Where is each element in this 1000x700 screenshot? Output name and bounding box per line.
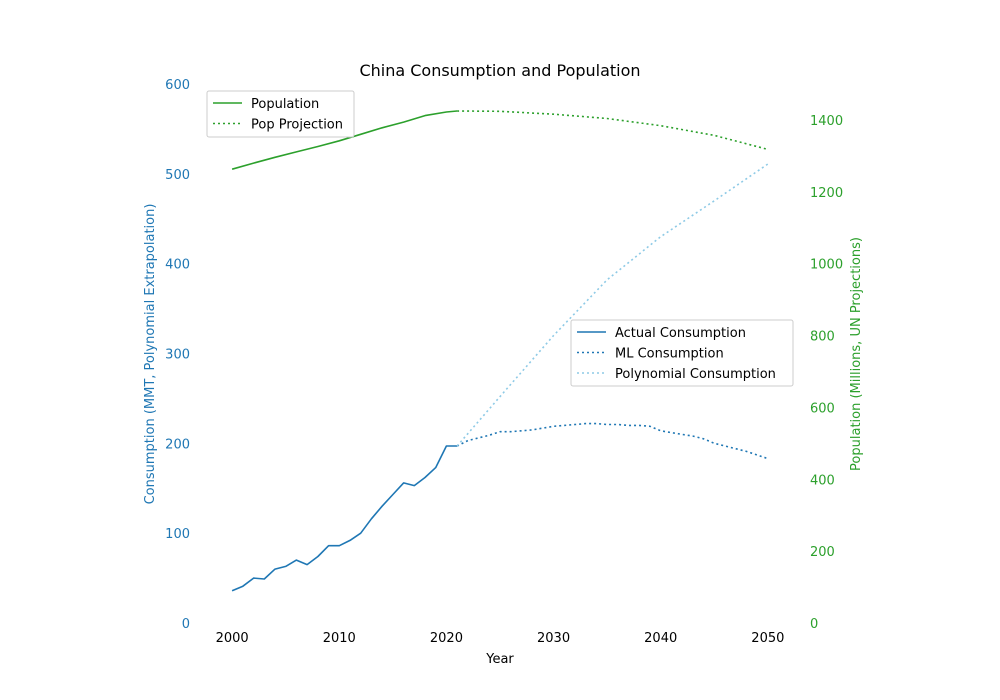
y-right-tick-label: 1000 bbox=[810, 258, 843, 273]
ticks-layer: 2000 2010 2020 2030 2040 20500100200300400500… bbox=[165, 78, 843, 646]
y-left-tick-label: 300 bbox=[165, 348, 190, 363]
y-left-tick-label: 500 bbox=[165, 168, 190, 183]
lines-layer bbox=[231, 110, 769, 592]
x-tick-label: 2000 bbox=[216, 631, 249, 646]
y-right-tick-label: 0 bbox=[810, 617, 818, 632]
y-left-tick-label: 0 bbox=[182, 617, 190, 632]
x-tick-label: 2050 bbox=[751, 631, 784, 646]
series-line-population bbox=[231, 110, 458, 170]
legend-label: Population bbox=[251, 97, 319, 112]
series-line-polynomial-consumption bbox=[456, 163, 769, 447]
legend-label: Pop Projection bbox=[251, 118, 343, 133]
legend-frame bbox=[570, 319, 794, 387]
y-right-tick-label: 800 bbox=[810, 330, 835, 345]
legend-consumption: Actual Consumption ML Consumption Polynomi… bbox=[570, 319, 794, 387]
legend-label: Actual Consumption bbox=[615, 326, 746, 341]
y-right-tick-label: 1400 bbox=[810, 114, 843, 129]
legend-label: ML Consumption bbox=[615, 347, 724, 362]
y-axis-label-left: Consumption (MMT, Polynomial Extrapolati… bbox=[143, 204, 158, 505]
x-axis-label: Year bbox=[485, 652, 514, 667]
y-left-tick-label: 100 bbox=[165, 527, 190, 542]
y-right-tick-label: 200 bbox=[810, 545, 835, 560]
y-right-tick-label: 600 bbox=[810, 401, 835, 416]
series-line-pop-projection bbox=[457, 110, 769, 151]
chart-title: China Consumption and Population bbox=[359, 61, 640, 80]
x-tick-label: 2010 bbox=[323, 631, 356, 646]
x-tick-label: 2040 bbox=[644, 631, 677, 646]
y-right-tick-label: 1200 bbox=[810, 186, 843, 201]
y-left-tick-label: 600 bbox=[165, 78, 190, 93]
legend-population: Population Pop Projection bbox=[206, 90, 355, 138]
y-right-tick-label: 400 bbox=[810, 473, 835, 488]
y-left-tick-label: 200 bbox=[165, 437, 190, 452]
x-tick-label: 2030 bbox=[537, 631, 570, 646]
x-tick-label: 2020 bbox=[430, 631, 463, 646]
series-line-ml-consumption bbox=[456, 422, 769, 460]
legend-frame bbox=[206, 90, 355, 138]
series-line-actual-consumption bbox=[231, 445, 458, 592]
legend-label: Polynomial Consumption bbox=[615, 367, 776, 382]
y-left-tick-label: 400 bbox=[165, 258, 190, 273]
y-axis-label-right: Population (Millions, UN Projections) bbox=[849, 237, 864, 471]
